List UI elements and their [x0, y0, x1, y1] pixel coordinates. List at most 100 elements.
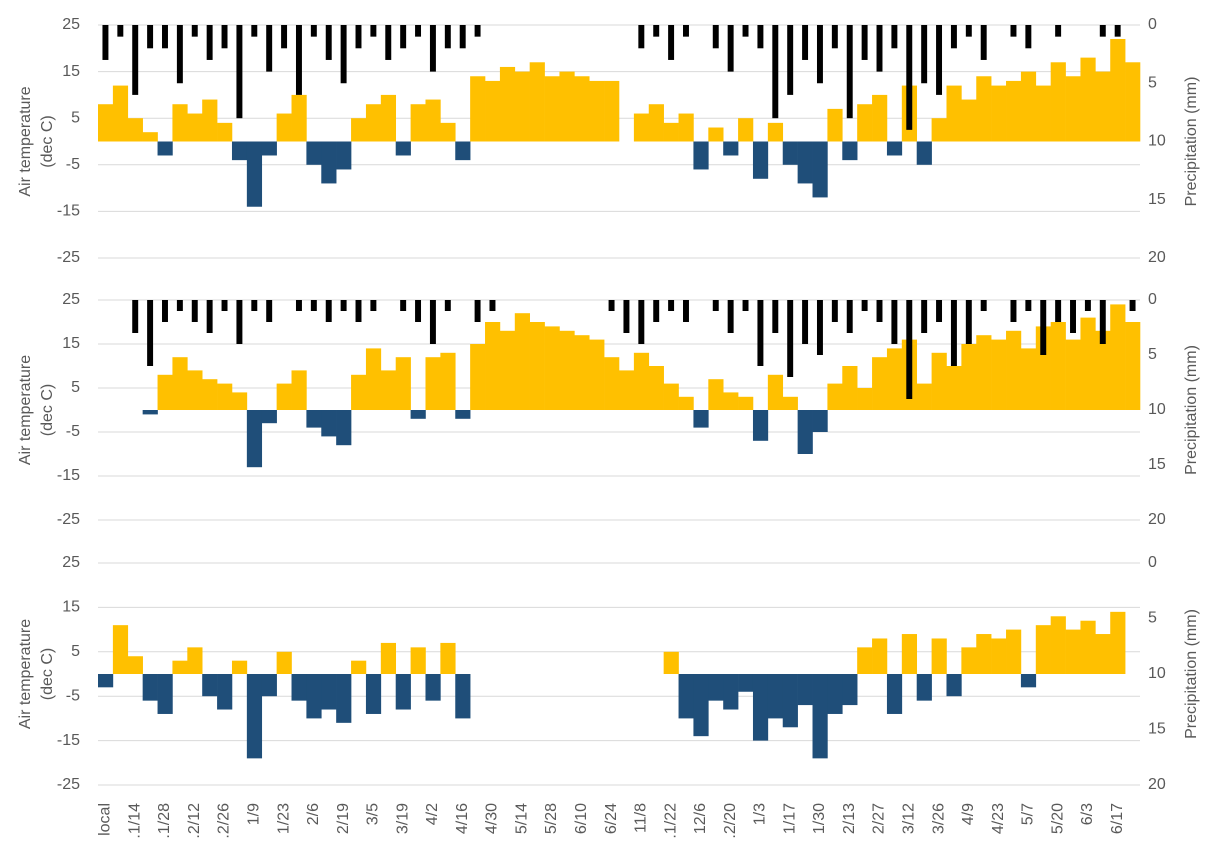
x-tick-label: 2/6	[305, 803, 322, 825]
x-tick-label: 6/10	[573, 803, 590, 834]
temp-bar	[1020, 348, 1037, 410]
temp-bar	[246, 674, 263, 759]
x-tick-label: .1/14	[126, 803, 143, 839]
precip-bar	[444, 25, 451, 49]
precip-bar	[400, 300, 407, 311]
y-tick-label: -15	[57, 467, 80, 484]
precip-bar	[742, 25, 749, 37]
precip-bar	[683, 25, 689, 37]
x-tick-label: 4/16	[454, 803, 471, 834]
x-tick-label: 2/27	[871, 803, 888, 834]
precip-bar	[1010, 300, 1017, 322]
precip-bar	[1129, 300, 1136, 311]
temp-bar	[455, 674, 471, 719]
temp-bar	[857, 388, 873, 410]
temp-bar	[291, 674, 307, 701]
precip-bar	[281, 25, 288, 49]
temp-bar	[916, 674, 932, 701]
temp-bar	[321, 410, 337, 437]
temp-bar	[127, 118, 143, 142]
temp-bar	[380, 94, 397, 142]
temp-bar	[440, 122, 456, 142]
precip-bar	[936, 300, 943, 322]
precip-bar	[787, 300, 794, 377]
precip-bar	[310, 25, 317, 37]
precip-bar	[1084, 300, 1091, 311]
temp-bar	[217, 383, 233, 410]
precip-bar	[921, 300, 928, 333]
y-axis-label: Air temperature	[17, 355, 34, 465]
temp-bar	[857, 647, 873, 674]
precip-bar	[370, 25, 377, 37]
temp-bar	[157, 674, 173, 714]
y-tick-label: 5	[71, 109, 80, 126]
temp-bar	[455, 141, 471, 161]
precip-bar	[206, 300, 213, 333]
precip-bar	[936, 25, 943, 95]
precip-bar	[474, 300, 481, 322]
precip-bar	[340, 25, 347, 84]
precip-bar	[846, 25, 853, 119]
temp-bar	[321, 141, 337, 184]
temp-bar	[827, 674, 843, 714]
temp-bar	[1020, 674, 1037, 688]
temp-bar	[991, 638, 1007, 674]
precip-bar	[876, 25, 883, 72]
temp-bar	[499, 330, 516, 410]
temp-bar	[738, 118, 754, 142]
temp-bar	[514, 71, 530, 142]
y-tick-label: 25	[62, 16, 80, 33]
precip-bar	[772, 300, 779, 333]
y-axis-label: Air temperature	[17, 619, 34, 729]
temp-bar	[231, 660, 248, 674]
temp-bar	[336, 674, 352, 723]
temp-bar	[797, 410, 813, 454]
precip-bar	[1070, 300, 1076, 333]
x-tick-label: 3/12	[900, 803, 917, 834]
x-tick-label: 1/9	[246, 803, 263, 825]
y-tick-label: 15	[62, 599, 80, 616]
temp-bar	[663, 651, 679, 674]
temp-bar	[202, 379, 218, 410]
temp-bar	[976, 634, 992, 674]
temp-bar	[872, 638, 888, 674]
temp-bar	[127, 656, 143, 674]
y2-tick-label: 5	[1148, 74, 1157, 91]
temp-bar	[425, 674, 441, 701]
temp-bar	[172, 660, 188, 674]
y2-tick-label: 0	[1148, 291, 1157, 308]
temp-bar	[455, 410, 471, 419]
y2-tick-label: 15	[1148, 456, 1166, 473]
precip-bar	[162, 25, 168, 49]
y-tick-label: 5	[71, 643, 80, 660]
y2-tick-label: 20	[1148, 776, 1166, 793]
temp-bar	[187, 370, 203, 410]
precip-bar	[668, 25, 675, 60]
temp-bar	[738, 396, 754, 410]
temp-bar	[663, 383, 679, 410]
temp-bar	[321, 674, 337, 710]
temp-bar	[395, 357, 411, 410]
temp-bar	[157, 374, 173, 410]
precip-bar	[757, 300, 764, 366]
temp-bar	[1035, 625, 1051, 674]
temp-bar	[812, 141, 828, 198]
temp-bar	[976, 335, 992, 410]
temp-bar	[246, 141, 263, 207]
y2-tick-label: 5	[1148, 346, 1157, 363]
temp-bar	[946, 366, 962, 410]
temp-bar	[678, 674, 694, 719]
temp-bar	[336, 410, 352, 446]
x-tick-label: 4/9	[960, 803, 977, 825]
y2-tick-label: 20	[1148, 249, 1166, 266]
temp-bar	[678, 113, 694, 142]
precip-bar	[385, 25, 392, 60]
temp-bar	[485, 322, 501, 410]
temp-bar	[1006, 330, 1022, 410]
precip-bar	[712, 300, 719, 311]
precip-bar	[1114, 25, 1121, 37]
temp-bar	[142, 674, 158, 701]
temp-bar	[678, 396, 694, 410]
temp-bar	[514, 313, 530, 410]
x-tick-label: 1/23	[275, 803, 292, 834]
